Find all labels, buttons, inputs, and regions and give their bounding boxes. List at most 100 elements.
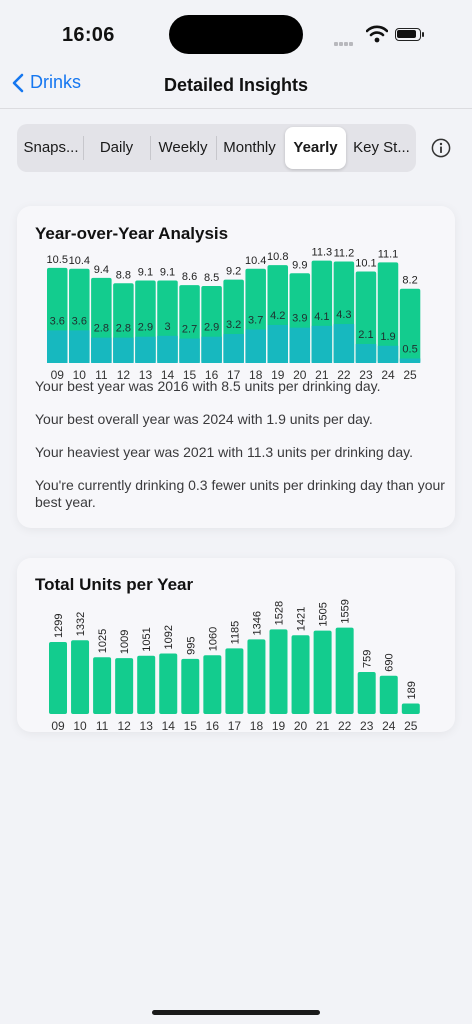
total-units-label: 1185 — [229, 621, 241, 645]
yoy-total-label: 8.6 — [182, 271, 197, 283]
segment-divider — [216, 136, 217, 160]
cellular-signal-icon — [334, 33, 354, 51]
back-button[interactable]: Drinks — [12, 72, 81, 93]
yoy-bar-per-day — [223, 334, 244, 363]
total-units-bar — [137, 655, 156, 714]
total-units-bar — [335, 627, 354, 714]
yoy-daily-label: 2.7 — [182, 324, 197, 336]
yoy-bar-per-drinking-day — [399, 288, 421, 363]
total-units-bar — [71, 640, 90, 714]
yoy-bar-per-day — [267, 324, 288, 363]
yoy-bar-per-day — [69, 330, 90, 363]
total-units-label: 995 — [185, 637, 197, 655]
yoy-year-tick: 19 — [271, 368, 285, 382]
total-units-bar-chart: 1299 09 1332 10 1025 11 1009 12 1051 13 1092 14 995 1… — [49, 599, 420, 732]
total-year-tick: 24 — [382, 719, 396, 732]
year-over-year-card: Year-over-Year Analysis 10.5 3.6 09 10.4 3.6… — [17, 206, 455, 528]
yoy-bar-chart: 10.5 3.6 09 10.4 3.6 10 9.4 2.8 11 8.8 2.8 12 9.1 2.9… — [47, 247, 421, 382]
tab-daily[interactable]: Daily — [99, 139, 134, 156]
yoy-daily-label: 3.6 — [72, 315, 87, 327]
total-units-bar — [159, 653, 178, 714]
total-units-label: 1421 — [296, 607, 308, 631]
total-units-card: Total Units per Year 1299 09 1332 10 1025 11 1… — [17, 558, 455, 732]
yoy-year-tick: 17 — [227, 368, 241, 382]
tab-snapshot[interactable]: Snaps... — [23, 139, 79, 156]
total-year-tick: 12 — [117, 719, 131, 732]
total-units-bar — [291, 635, 310, 714]
chevron-left-icon — [12, 73, 24, 92]
total-year-tick: 17 — [228, 719, 242, 732]
yoy-daily-label: 2.9 — [204, 322, 219, 334]
yoy-daily-label: 3.6 — [50, 315, 65, 327]
total-units-label: 1528 — [274, 601, 286, 625]
total-units-bar — [181, 658, 200, 714]
yoy-year-tick: 23 — [359, 368, 373, 382]
period-segmented-control: Snaps... Daily Weekly Monthly Yearly Key… — [17, 124, 416, 172]
yoy-year-tick: 14 — [161, 368, 175, 382]
yoy-daily-label: 4.2 — [270, 310, 285, 322]
yoy-bar-per-day — [311, 325, 333, 363]
total-year-tick: 11 — [96, 719, 109, 732]
total-units-bar — [247, 639, 266, 714]
yoy-total-label: 10.4 — [69, 255, 90, 267]
yoy-year-tick: 11 — [95, 368, 108, 382]
total-units-bar — [379, 675, 398, 714]
wifi-icon — [366, 25, 388, 43]
total-units-label: 1332 — [75, 612, 87, 636]
total-units-label: 1009 — [119, 630, 131, 654]
tab-yearly[interactable]: Yearly — [285, 127, 346, 169]
total-year-tick: 19 — [272, 719, 286, 732]
yoy-total-label: 8.5 — [204, 272, 219, 284]
yoy-bar-per-day — [355, 343, 377, 363]
total-year-tick: 15 — [184, 719, 198, 732]
yoy-bar-per-drinking-day — [355, 271, 377, 363]
yoy-year-tick: 09 — [51, 368, 65, 382]
total-year-tick: 23 — [360, 719, 374, 732]
total-units-label: 1299 — [53, 614, 65, 638]
home-indicator — [152, 1010, 320, 1015]
total-units-bar — [203, 655, 222, 714]
navigation-bar: Drinks Detailed Insights — [0, 66, 472, 109]
yoy-daily-label: 2.9 — [138, 322, 153, 334]
tab-weekly[interactable]: Weekly — [158, 139, 208, 156]
total-units-bar — [225, 648, 244, 714]
total-units-label: 690 — [384, 653, 396, 671]
yoy-total-label: 8.2 — [402, 275, 417, 287]
total-year-tick: 18 — [250, 719, 264, 732]
yoy-total-label: 11.2 — [334, 248, 355, 260]
total-units-bar — [269, 629, 288, 714]
yoy-bar-per-day — [201, 336, 222, 363]
battery-icon — [395, 28, 424, 41]
tab-monthly[interactable]: Monthly — [223, 139, 276, 156]
yoy-total-label: 11.3 — [312, 247, 333, 259]
total-units-bar — [313, 630, 332, 714]
total-units-bar — [357, 671, 376, 714]
total-units-bar — [93, 657, 112, 714]
total-year-tick: 14 — [162, 719, 176, 732]
yoy-daily-label: 3 — [164, 321, 170, 333]
yoy-daily-label: 2.1 — [358, 329, 373, 341]
yoy-year-tick: 21 — [315, 368, 329, 382]
info-icon[interactable] — [431, 138, 451, 158]
yoy-daily-label: 4.1 — [314, 311, 329, 323]
yoy-total-label: 9.1 — [138, 267, 153, 279]
tab-key-stats[interactable]: Key St... — [353, 139, 410, 156]
total-year-tick: 21 — [316, 719, 330, 732]
total-year-tick: 20 — [294, 719, 308, 732]
insight-best-year: Your best year was 2016 with 8.5 units p… — [35, 378, 381, 394]
total-units-label: 1505 — [318, 602, 330, 626]
total-year-tick: 13 — [140, 719, 154, 732]
total-units-label: 759 — [362, 650, 374, 668]
yoy-bar-per-day — [47, 330, 68, 363]
yoy-year-tick: 22 — [337, 368, 351, 382]
total-units-bar — [115, 658, 134, 714]
yoy-total-label: 9.4 — [94, 264, 109, 276]
yoy-total-label: 9.9 — [292, 259, 307, 271]
yoy-bar-per-day — [289, 327, 311, 363]
yoy-year-tick: 10 — [73, 368, 87, 382]
yoy-year-tick: 13 — [139, 368, 153, 382]
insight-best-overall-year: Your best overall year was 2024 with 1.9… — [35, 411, 373, 427]
yoy-bar-per-day — [135, 336, 156, 363]
yoy-bar-per-drinking-day — [377, 262, 399, 363]
yoy-total-label: 10.4 — [245, 255, 266, 267]
